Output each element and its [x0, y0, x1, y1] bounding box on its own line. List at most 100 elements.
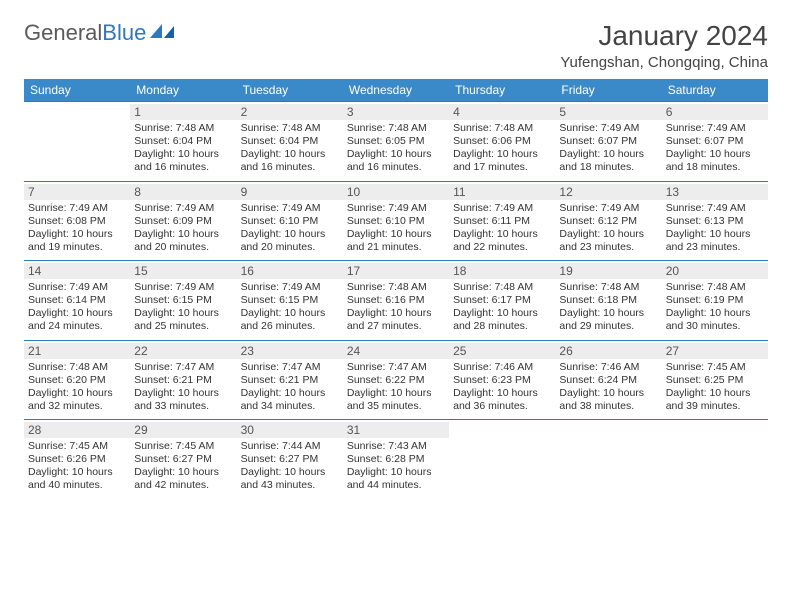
day-number: 17	[343, 263, 449, 279]
day-number: 23	[237, 343, 343, 359]
day-details: Sunrise: 7:49 AMSunset: 6:07 PMDaylight:…	[559, 122, 657, 175]
day-cell: 8 Sunrise: 7:49 AMSunset: 6:09 PMDaylight…	[130, 182, 236, 261]
day-number: 21	[24, 343, 130, 359]
day-cell: 20 Sunrise: 7:48 AMSunset: 6:19 PMDayligh…	[662, 261, 768, 340]
day-cell: 27 Sunrise: 7:45 AMSunset: 6:25 PMDayligh…	[662, 341, 768, 420]
day-cell: 10 Sunrise: 7:49 AMSunset: 6:10 PMDayligh…	[343, 182, 449, 261]
week-row: 28 Sunrise: 7:45 AMSunset: 6:26 PMDayligh…	[24, 419, 768, 499]
day-number: 19	[555, 263, 661, 279]
weekday-monday: Monday	[130, 79, 236, 101]
day-number: 25	[449, 343, 555, 359]
day-number: 10	[343, 184, 449, 200]
day-details: Sunrise: 7:49 AMSunset: 6:09 PMDaylight:…	[134, 202, 232, 255]
day-details: Sunrise: 7:45 AMSunset: 6:25 PMDaylight:…	[666, 361, 764, 414]
day-number: 13	[662, 184, 768, 200]
day-number: 11	[449, 184, 555, 200]
day-cell	[662, 420, 768, 499]
day-cell: 23 Sunrise: 7:47 AMSunset: 6:21 PMDayligh…	[237, 341, 343, 420]
day-cell: 25 Sunrise: 7:46 AMSunset: 6:23 PMDayligh…	[449, 341, 555, 420]
day-number: 28	[24, 422, 130, 438]
day-number: 24	[343, 343, 449, 359]
day-cell: 24 Sunrise: 7:47 AMSunset: 6:22 PMDayligh…	[343, 341, 449, 420]
day-details: Sunrise: 7:45 AMSunset: 6:26 PMDaylight:…	[28, 440, 126, 493]
day-number: 31	[343, 422, 449, 438]
day-details: Sunrise: 7:48 AMSunset: 6:17 PMDaylight:…	[453, 281, 551, 334]
day-number: 29	[130, 422, 236, 438]
weekday-header-row: SundayMondayTuesdayWednesdayThursdayFrid…	[24, 79, 768, 101]
day-number: 7	[24, 184, 130, 200]
day-number: 26	[555, 343, 661, 359]
day-details: Sunrise: 7:47 AMSunset: 6:22 PMDaylight:…	[347, 361, 445, 414]
header: GeneralBlue January 2024 Yufengshan, Cho…	[24, 20, 768, 71]
day-cell: 9 Sunrise: 7:49 AMSunset: 6:10 PMDaylight…	[237, 182, 343, 261]
title-block: January 2024 Yufengshan, Chongqing, Chin…	[560, 20, 768, 71]
day-number	[24, 104, 130, 120]
calendar: SundayMondayTuesdayWednesdayThursdayFrid…	[24, 79, 768, 499]
day-details: Sunrise: 7:49 AMSunset: 6:10 PMDaylight:…	[241, 202, 339, 255]
day-number: 8	[130, 184, 236, 200]
month-title: January 2024	[560, 20, 768, 52]
day-cell: 28 Sunrise: 7:45 AMSunset: 6:26 PMDayligh…	[24, 420, 130, 499]
day-details: Sunrise: 7:46 AMSunset: 6:24 PMDaylight:…	[559, 361, 657, 414]
day-number: 5	[555, 104, 661, 120]
day-cell: 3Sunrise: 7:48 AMSunset: 6:05 PMDaylight…	[343, 102, 449, 181]
day-details: Sunrise: 7:48 AMSunset: 6:04 PMDaylight:…	[134, 122, 232, 175]
day-cell: 21 Sunrise: 7:48 AMSunset: 6:20 PMDayligh…	[24, 341, 130, 420]
calendar-body: 1 Sunrise: 7:48 AMSunset: 6:04 PMDaylight…	[24, 101, 768, 499]
day-cell: 12Sunrise: 7:49 AMSunset: 6:12 PMDayligh…	[555, 182, 661, 261]
day-details: Sunrise: 7:49 AMSunset: 6:07 PMDaylight:…	[666, 122, 764, 175]
weekday-thursday: Thursday	[449, 79, 555, 101]
day-cell: 17 Sunrise: 7:48 AMSunset: 6:16 PMDayligh…	[343, 261, 449, 340]
day-number	[662, 422, 768, 438]
day-cell: 19 Sunrise: 7:48 AMSunset: 6:18 PMDayligh…	[555, 261, 661, 340]
day-details: Sunrise: 7:47 AMSunset: 6:21 PMDaylight:…	[241, 361, 339, 414]
day-cell: 18Sunrise: 7:48 AMSunset: 6:17 PMDayligh…	[449, 261, 555, 340]
day-cell: 5 Sunrise: 7:49 AMSunset: 6:07 PMDaylight…	[555, 102, 661, 181]
brand-part1: General	[24, 20, 102, 46]
day-number: 20	[662, 263, 768, 279]
day-details: Sunrise: 7:49 AMSunset: 6:15 PMDaylight:…	[134, 281, 232, 334]
day-details: Sunrise: 7:43 AMSunset: 6:28 PMDaylight:…	[347, 440, 445, 493]
day-number: 2	[237, 104, 343, 120]
weekday-wednesday: Wednesday	[343, 79, 449, 101]
day-details: Sunrise: 7:48 AMSunset: 6:16 PMDaylight:…	[347, 281, 445, 334]
day-cell	[449, 420, 555, 499]
day-number: 27	[662, 343, 768, 359]
day-cell: 31 Sunrise: 7:43 AMSunset: 6:28 PMDayligh…	[343, 420, 449, 499]
day-details: Sunrise: 7:46 AMSunset: 6:23 PMDaylight:…	[453, 361, 551, 414]
day-cell: 11 Sunrise: 7:49 AMSunset: 6:11 PMDayligh…	[449, 182, 555, 261]
weekday-tuesday: Tuesday	[237, 79, 343, 101]
day-details: Sunrise: 7:48 AMSunset: 6:18 PMDaylight:…	[559, 281, 657, 334]
day-details: Sunrise: 7:48 AMSunset: 6:05 PMDaylight:…	[347, 122, 445, 175]
day-number: 1	[130, 104, 236, 120]
week-row: 7 Sunrise: 7:49 AMSunset: 6:08 PMDaylight…	[24, 181, 768, 261]
day-cell: 6 Sunrise: 7:49 AMSunset: 6:07 PMDaylight…	[662, 102, 768, 181]
brand-sail-icon	[150, 20, 176, 46]
day-details: Sunrise: 7:48 AMSunset: 6:20 PMDaylight:…	[28, 361, 126, 414]
weekday-friday: Friday	[555, 79, 661, 101]
day-details: Sunrise: 7:49 AMSunset: 6:12 PMDaylight:…	[559, 202, 657, 255]
day-number: 6	[662, 104, 768, 120]
day-number: 15	[130, 263, 236, 279]
day-cell: 29Sunrise: 7:45 AMSunset: 6:27 PMDayligh…	[130, 420, 236, 499]
day-number: 14	[24, 263, 130, 279]
week-row: 21 Sunrise: 7:48 AMSunset: 6:20 PMDayligh…	[24, 340, 768, 420]
day-details: Sunrise: 7:49 AMSunset: 6:08 PMDaylight:…	[28, 202, 126, 255]
day-cell: 2Sunrise: 7:48 AMSunset: 6:04 PMDaylight…	[237, 102, 343, 181]
day-number: 4	[449, 104, 555, 120]
day-details: Sunrise: 7:49 AMSunset: 6:13 PMDaylight:…	[666, 202, 764, 255]
day-details: Sunrise: 7:44 AMSunset: 6:27 PMDaylight:…	[241, 440, 339, 493]
day-details: Sunrise: 7:49 AMSunset: 6:10 PMDaylight:…	[347, 202, 445, 255]
weekday-sunday: Sunday	[24, 79, 130, 101]
day-details: Sunrise: 7:48 AMSunset: 6:19 PMDaylight:…	[666, 281, 764, 334]
day-cell: 22Sunrise: 7:47 AMSunset: 6:21 PMDayligh…	[130, 341, 236, 420]
day-cell: 7 Sunrise: 7:49 AMSunset: 6:08 PMDaylight…	[24, 182, 130, 261]
day-cell: 13 Sunrise: 7:49 AMSunset: 6:13 PMDayligh…	[662, 182, 768, 261]
day-number: 9	[237, 184, 343, 200]
day-number: 16	[237, 263, 343, 279]
location-text: Yufengshan, Chongqing, China	[560, 54, 768, 71]
brand-logo: GeneralBlue	[24, 20, 176, 46]
day-details: Sunrise: 7:47 AMSunset: 6:21 PMDaylight:…	[134, 361, 232, 414]
day-details: Sunrise: 7:49 AMSunset: 6:11 PMDaylight:…	[453, 202, 551, 255]
weekday-saturday: Saturday	[662, 79, 768, 101]
